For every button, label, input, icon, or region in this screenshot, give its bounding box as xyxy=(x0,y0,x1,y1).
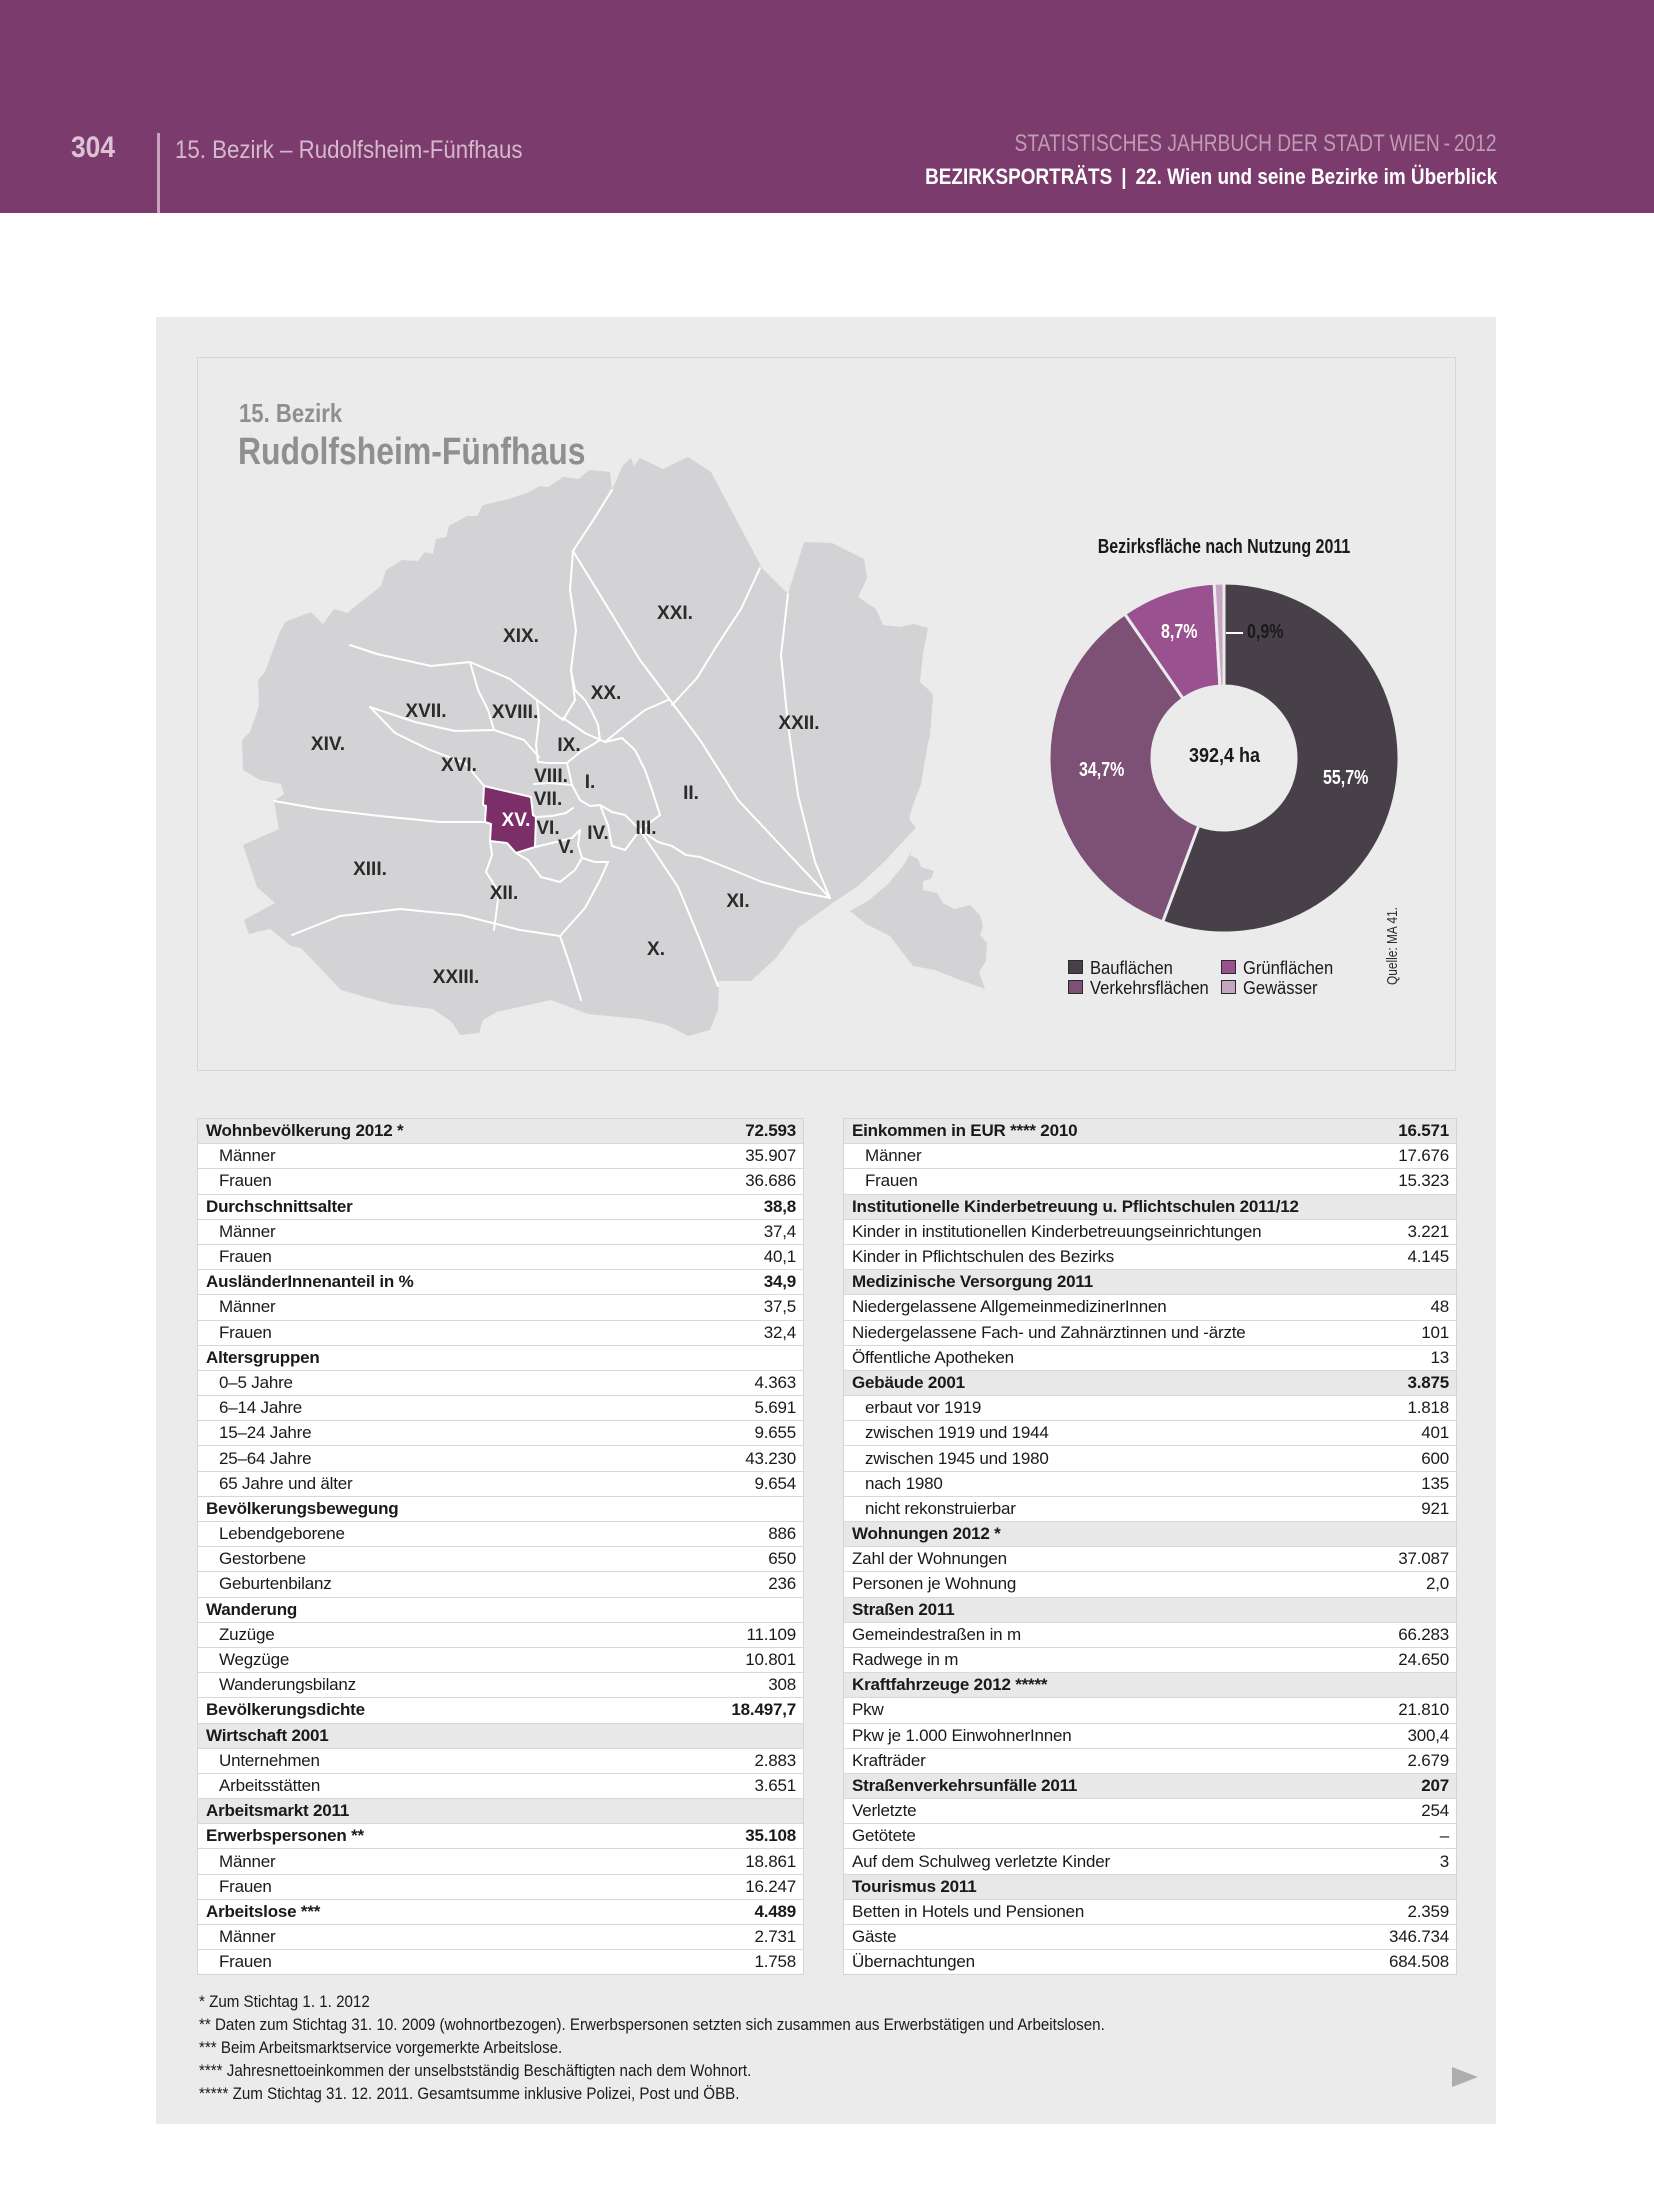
svg-text:XI.: XI. xyxy=(726,891,749,912)
svg-text:XXII.: XXII. xyxy=(778,713,819,734)
svg-text:IV.: IV. xyxy=(587,823,609,844)
svg-text:XV.: XV. xyxy=(502,810,531,831)
svg-text:I.: I. xyxy=(585,772,596,793)
svg-text:VIII.: VIII. xyxy=(534,766,568,787)
svg-text:XVIII.: XVIII. xyxy=(492,702,538,723)
svg-text:VI.: VI. xyxy=(536,818,559,839)
svg-text:XX.: XX. xyxy=(591,683,622,704)
svg-text:III.: III. xyxy=(635,818,656,839)
svg-text:XII.: XII. xyxy=(490,883,519,904)
svg-text:IX.: IX. xyxy=(557,735,580,756)
svg-text:XXIII.: XXIII. xyxy=(433,967,479,988)
svg-text:XVI.: XVI. xyxy=(441,755,477,776)
svg-text:XIII.: XIII. xyxy=(353,859,387,880)
svg-text:XVII.: XVII. xyxy=(405,701,446,722)
svg-text:XIX.: XIX. xyxy=(503,626,539,647)
svg-text:X.: X. xyxy=(647,939,665,960)
svg-text:II.: II. xyxy=(683,783,699,804)
svg-text:V.: V. xyxy=(558,837,574,858)
svg-text:XIV.: XIV. xyxy=(311,734,345,755)
svg-text:XXI.: XXI. xyxy=(657,603,693,624)
svg-text:VII.: VII. xyxy=(534,789,563,810)
